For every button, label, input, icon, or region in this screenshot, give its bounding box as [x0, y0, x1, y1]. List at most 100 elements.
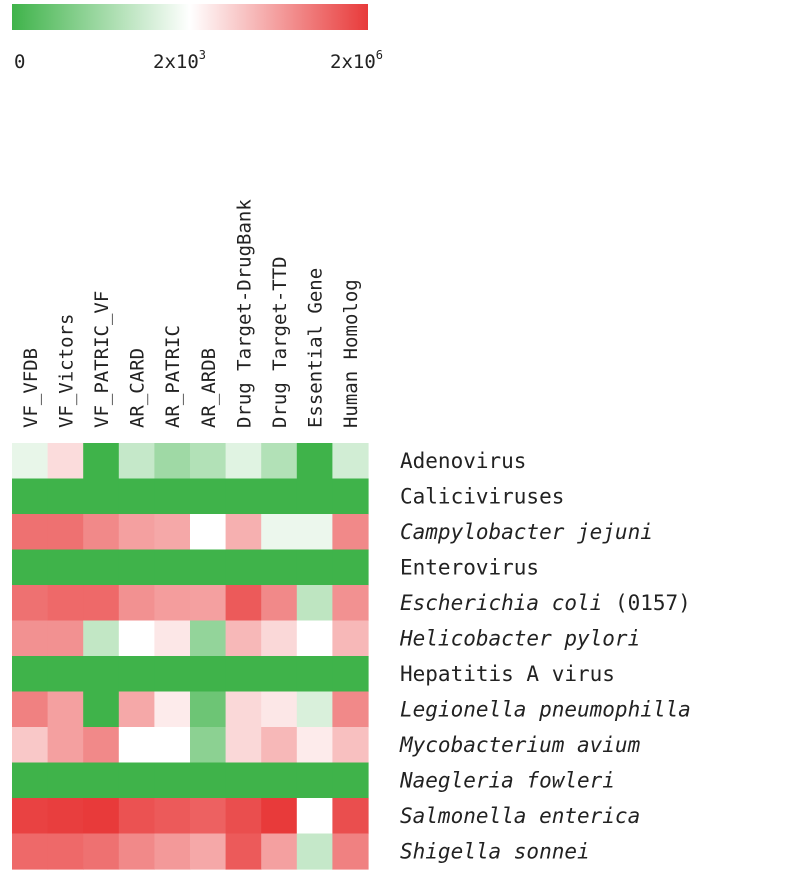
heatmap-cell — [332, 656, 369, 693]
column-label: AR_PATRIC — [162, 325, 184, 428]
heatmap-cell — [332, 762, 369, 799]
heatmap-cell — [190, 833, 227, 870]
heatmap-cell — [154, 727, 191, 764]
heatmap-cell — [261, 549, 298, 586]
heatmap-cell — [332, 478, 369, 515]
heatmap-cell — [12, 798, 49, 835]
row-label: Escherichia coli (0157) — [400, 591, 691, 615]
heatmap-cell — [83, 478, 120, 515]
heatmap-cell — [332, 514, 369, 551]
heatmap-cell — [118, 620, 155, 657]
heatmap-cell — [47, 727, 84, 764]
row-label: Salmonella enterica — [400, 804, 640, 828]
column-label: Drug Target-DrugBank — [233, 199, 255, 428]
heatmap-cell — [118, 549, 155, 586]
heatmap-cell — [190, 443, 227, 480]
heatmap-cell — [12, 514, 49, 551]
heatmap-cell — [12, 620, 49, 657]
heatmap-cell — [12, 762, 49, 799]
heatmap-cell — [225, 514, 262, 551]
heatmap-cell — [47, 549, 84, 586]
row-label: Mycobacterium avium — [399, 733, 641, 757]
heatmap-cell — [83, 727, 120, 764]
heatmap-cell — [190, 798, 227, 835]
heatmap-cell — [296, 549, 333, 586]
row-label: Hepatitis A virus — [400, 662, 615, 686]
heatmap-cell — [47, 514, 84, 551]
heatmap-cell — [296, 620, 333, 657]
heatmap-cell — [296, 727, 333, 764]
column-label: VF_Victors — [55, 314, 77, 428]
heatmap-cell — [190, 585, 227, 622]
row-label-name: Hepatitis A virus — [400, 662, 615, 686]
row-label-name: Caliciviruses — [400, 484, 564, 508]
heatmap-cell — [118, 478, 155, 515]
row-label-name: Escherichia coli — [400, 591, 602, 615]
column-label: VF_PATRIC_VF — [91, 291, 113, 428]
heatmap-cell — [296, 833, 333, 870]
row-label: Adenovirus — [400, 449, 526, 473]
heatmap-cell — [154, 514, 191, 551]
column-label: AR_ARDB — [198, 348, 220, 428]
heatmap-cell — [190, 762, 227, 799]
heatmap-cell — [225, 620, 262, 657]
row-label: Shigella sonnei — [400, 839, 590, 863]
heatmap-cell — [83, 514, 120, 551]
heatmap-cell — [47, 798, 84, 835]
heatmap-cell — [83, 620, 120, 657]
heatmap-cell — [154, 656, 191, 693]
heatmap-cell — [190, 620, 227, 657]
row-label-name: Helicobacter pylori — [399, 626, 640, 650]
heatmap-cell — [332, 585, 369, 622]
heatmap-cell — [225, 691, 262, 728]
heatmap-cell — [261, 620, 298, 657]
heatmap-cell — [83, 762, 120, 799]
heatmap-cell — [12, 478, 49, 515]
row-label: Caliciviruses — [400, 484, 564, 508]
row-label-name: Legionella pneumophilla — [400, 697, 691, 721]
heatmap-cell — [83, 549, 120, 586]
heatmap-cell — [12, 656, 49, 693]
heatmap-cell — [332, 443, 369, 480]
heatmap-cell — [296, 478, 333, 515]
heatmap-cell — [296, 798, 333, 835]
column-label: Essential Gene — [305, 268, 327, 428]
heatmap-cell — [190, 478, 227, 515]
heatmap-cell — [154, 833, 191, 870]
row-label-suffix: (0157) — [602, 591, 691, 615]
row-labels: Adenovirus Caliciviruses Campylobacter jej… — [399, 449, 691, 864]
heatmap-cell — [154, 691, 191, 728]
heatmap-cell — [190, 656, 227, 693]
colorbar-gradient — [12, 4, 368, 30]
heatmap-cell — [47, 585, 84, 622]
heatmap-cell — [47, 762, 84, 799]
heatmap-cell — [154, 478, 191, 515]
heatmap-cell — [225, 833, 262, 870]
heatmap-cell — [12, 833, 49, 870]
heatmap-cell — [83, 585, 120, 622]
heatmap-cell — [83, 656, 120, 693]
heatmap-cell — [12, 727, 49, 764]
heatmap-cell — [190, 691, 227, 728]
row-label: Helicobacter pylori — [399, 626, 640, 650]
heatmap-cell — [47, 478, 84, 515]
heatmap-cell — [118, 514, 155, 551]
heatmap-cell — [83, 443, 120, 480]
heatmap-cell — [332, 620, 369, 657]
heatmap-cell — [118, 762, 155, 799]
heatmap-cell — [12, 585, 49, 622]
column-label: Human Homolog — [340, 279, 362, 428]
heatmap-cell — [332, 691, 369, 728]
row-label-name: Mycobacterium avium — [399, 733, 641, 757]
heatmap-cell — [190, 514, 227, 551]
heatmap-cell — [225, 585, 262, 622]
heatmap-cell — [47, 443, 84, 480]
heatmap-cell — [47, 691, 84, 728]
heatmap-cell — [261, 762, 298, 799]
heatmap-cell — [118, 585, 155, 622]
heatmap-cell — [261, 656, 298, 693]
heatmap-cell — [296, 585, 333, 622]
heatmap-cell — [225, 727, 262, 764]
row-label-name: Naegleria fowleri — [399, 768, 615, 792]
heatmap-cell — [12, 443, 49, 480]
